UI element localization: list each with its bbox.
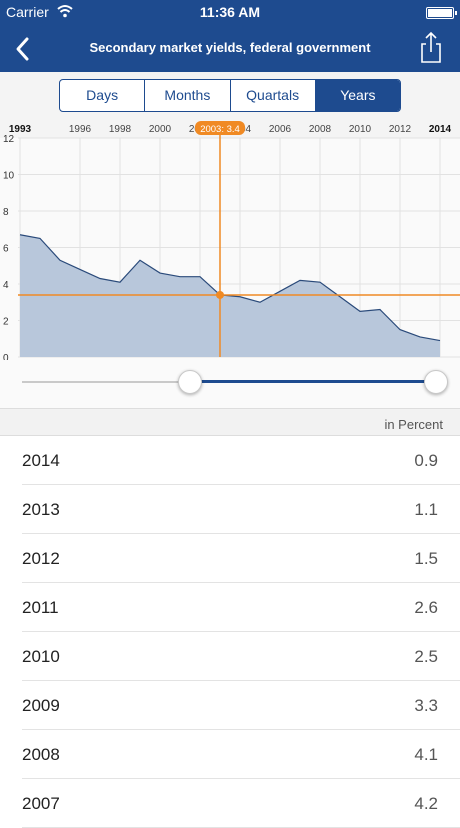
slider-track-inactive [22,381,190,383]
row-value: 1.1 [414,500,438,519]
x-tick-label: 1996 [69,124,92,135]
table-unit-header: in Percent [0,408,460,436]
row-value: 3.3 [414,696,438,715]
table-row[interactable]: 2014 0.9 [22,436,460,485]
row-value: 2.5 [414,647,438,666]
y-tick-label: 2 [3,317,9,328]
slider-handle-left[interactable] [178,370,202,394]
chevron-left-icon[interactable] [10,32,40,66]
chart-svg[interactable]: 0246810121993199619982000200220042006200… [0,120,460,364]
table-row[interactable]: 2011 2.6 [22,583,460,632]
y-tick-label: 8 [3,207,9,218]
row-year: 2013 [22,500,60,519]
row-value: 0.9 [414,451,438,470]
crosshair-tooltip [195,121,245,135]
row-year: 2007 [22,794,60,813]
table-row[interactable]: 2007 4.2 [22,779,460,828]
y-tick-label: 0 [3,353,9,360]
crosshair-tooltip-label: 2003: 3.4 [200,124,240,135]
series-line [19,234,441,342]
unit-label: in Percent [384,417,443,432]
period-segmented-control: Days Months Quartals Years [59,79,401,112]
value-table: 2014 0.9 2013 1.1 2012 1.5 2011 2.6 2010 2.5 … [0,436,460,828]
crosshair-point [216,290,224,299]
clock: 11:36 AM [199,4,261,20]
page-title: Secondary market yields, federal governm… [89,40,371,55]
y-tick-label: 6 [3,244,9,255]
table-row[interactable]: 2010 2.5 [22,632,460,681]
y-tick-label: 12 [3,134,15,145]
nav-bar: Secondary market yields, federal governm… [0,26,460,72]
table-row[interactable]: 2008 4.1 [22,730,460,779]
x-tick-label: 2010 [349,124,372,135]
range-slider [0,360,460,408]
row-value: 4.1 [414,745,438,764]
slider-track-active [190,380,436,383]
x-tick-label: 1993 [9,124,32,135]
segment-quartals[interactable]: Quartals [231,80,316,111]
row-year: 2010 [22,647,60,666]
x-tick-label: 2012 [389,124,412,135]
segment-days[interactable]: Days [60,80,146,111]
x-tick-label: 2008 [309,124,332,135]
segment-months[interactable]: Months [145,80,231,111]
share-icon[interactable] [418,30,444,64]
y-tick-label: 4 [3,280,9,291]
table-row[interactable]: 2012 1.5 [22,534,460,583]
row-year: 2014 [22,451,60,470]
x-tick-label: 2014 [429,124,452,135]
status-bar: Carrier 11:36 AM [0,0,460,26]
battery-icon [426,7,457,19]
row-year: 2008 [22,745,60,764]
slider-handle-right[interactable] [424,370,448,394]
x-tick-label: 1998 [109,124,132,135]
row-year: 2009 [22,696,60,715]
x-tick-label: 2006 [269,124,292,135]
yield-chart[interactable]: 0246810121993199619982000200220042006200… [0,120,460,364]
table-row[interactable]: 2009 3.3 [22,681,460,730]
y-tick-label: 10 [3,171,15,182]
carrier-label: Carrier [6,4,49,20]
segment-years[interactable]: Years [315,80,400,111]
wifi-icon [57,5,73,18]
row-value: 1.5 [414,549,438,568]
row-value: 2.6 [414,598,438,617]
table-row[interactable]: 2013 1.1 [22,485,460,534]
row-year: 2012 [22,549,60,568]
x-tick-label: 2000 [149,124,172,135]
period-selector-bar: Days Months Quartals Years [0,72,460,120]
row-year: 2011 [22,598,59,617]
row-value: 4.2 [414,794,438,813]
